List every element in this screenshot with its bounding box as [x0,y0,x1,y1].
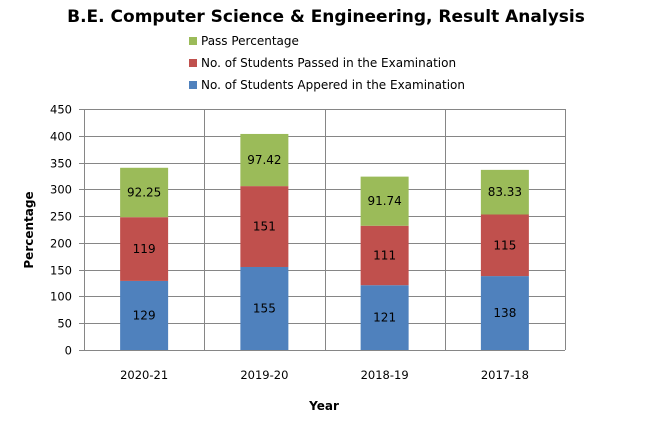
legend-swatch [189,81,197,89]
data-label: 119 [133,242,156,256]
data-label: 121 [373,311,396,325]
legend-label: No. of Students Passed in the Examinatio… [201,56,456,70]
x-tick-label: 2018-19 [361,368,409,382]
y-axis-ticks: 0 50 100 150 200 250 300 350 400 450 [50,103,72,358]
y-tick-label: 0 [65,344,72,358]
y-tick-label: 350 [50,157,72,171]
chart-title: B.E. Computer Science & Engineering, Res… [67,7,585,27]
bar-2019-20-series-2 [240,133,289,187]
y-tick-label: 50 [57,317,72,331]
bar-2018-19-series-1 [360,225,409,286]
x-tick-label: 2020-21 [120,368,168,382]
data-label: 129 [133,308,156,322]
data-label: 115 [493,238,516,252]
data-label: 155 [253,301,276,315]
y-tick-label: 450 [50,103,72,117]
legend: Pass Percentage No. of Students Passed in… [189,34,465,92]
x-axis-title: Year [308,399,339,413]
data-labels: 129 119 92.25 155 151 97.42 121 111 91.74 138 115 8… [127,153,522,325]
legend-swatch [189,37,197,45]
y-axis-title: Percentage [22,191,36,268]
bar-2020-21-series-2 [120,167,169,218]
data-label: 111 [373,248,396,262]
legend-swatch [189,59,197,67]
y-tick-label: 200 [50,237,72,251]
bar-2017-18-series-1 [480,214,529,277]
bars [120,133,529,350]
data-label: 83.33 [488,185,522,199]
bar-2020-21-series-0 [120,280,169,350]
bar-2020-21-series-1 [120,217,169,281]
y-tick-label: 250 [50,210,72,224]
x-axis-ticks: 2020-21 2019-20 2018-19 2017-18 [120,368,529,382]
legend-label: No. of Students Appered in the Examinati… [201,78,465,92]
bar-2018-19-series-2 [360,176,409,226]
data-label: 151 [253,220,276,234]
bar-2017-18-series-0 [480,276,529,350]
legend-label: Pass Percentage [201,34,299,48]
data-label: 91.74 [367,194,401,208]
y-tick-label: 100 [50,290,72,304]
bar-2018-19-series-0 [360,285,409,350]
y-tick-label: 150 [50,264,72,278]
y-tick-label: 300 [50,183,72,197]
x-tick-label: 2017-18 [481,368,529,382]
data-label: 138 [493,306,516,320]
x-tick-label: 2019-20 [240,368,288,382]
bar-2019-20-series-0 [240,266,289,350]
data-label: 92.25 [127,185,161,199]
data-label: 97.42 [247,153,281,167]
bar-2017-18-series-2 [480,169,529,215]
bar-2019-20-series-1 [240,186,289,267]
y-tick-label: 400 [50,130,72,144]
